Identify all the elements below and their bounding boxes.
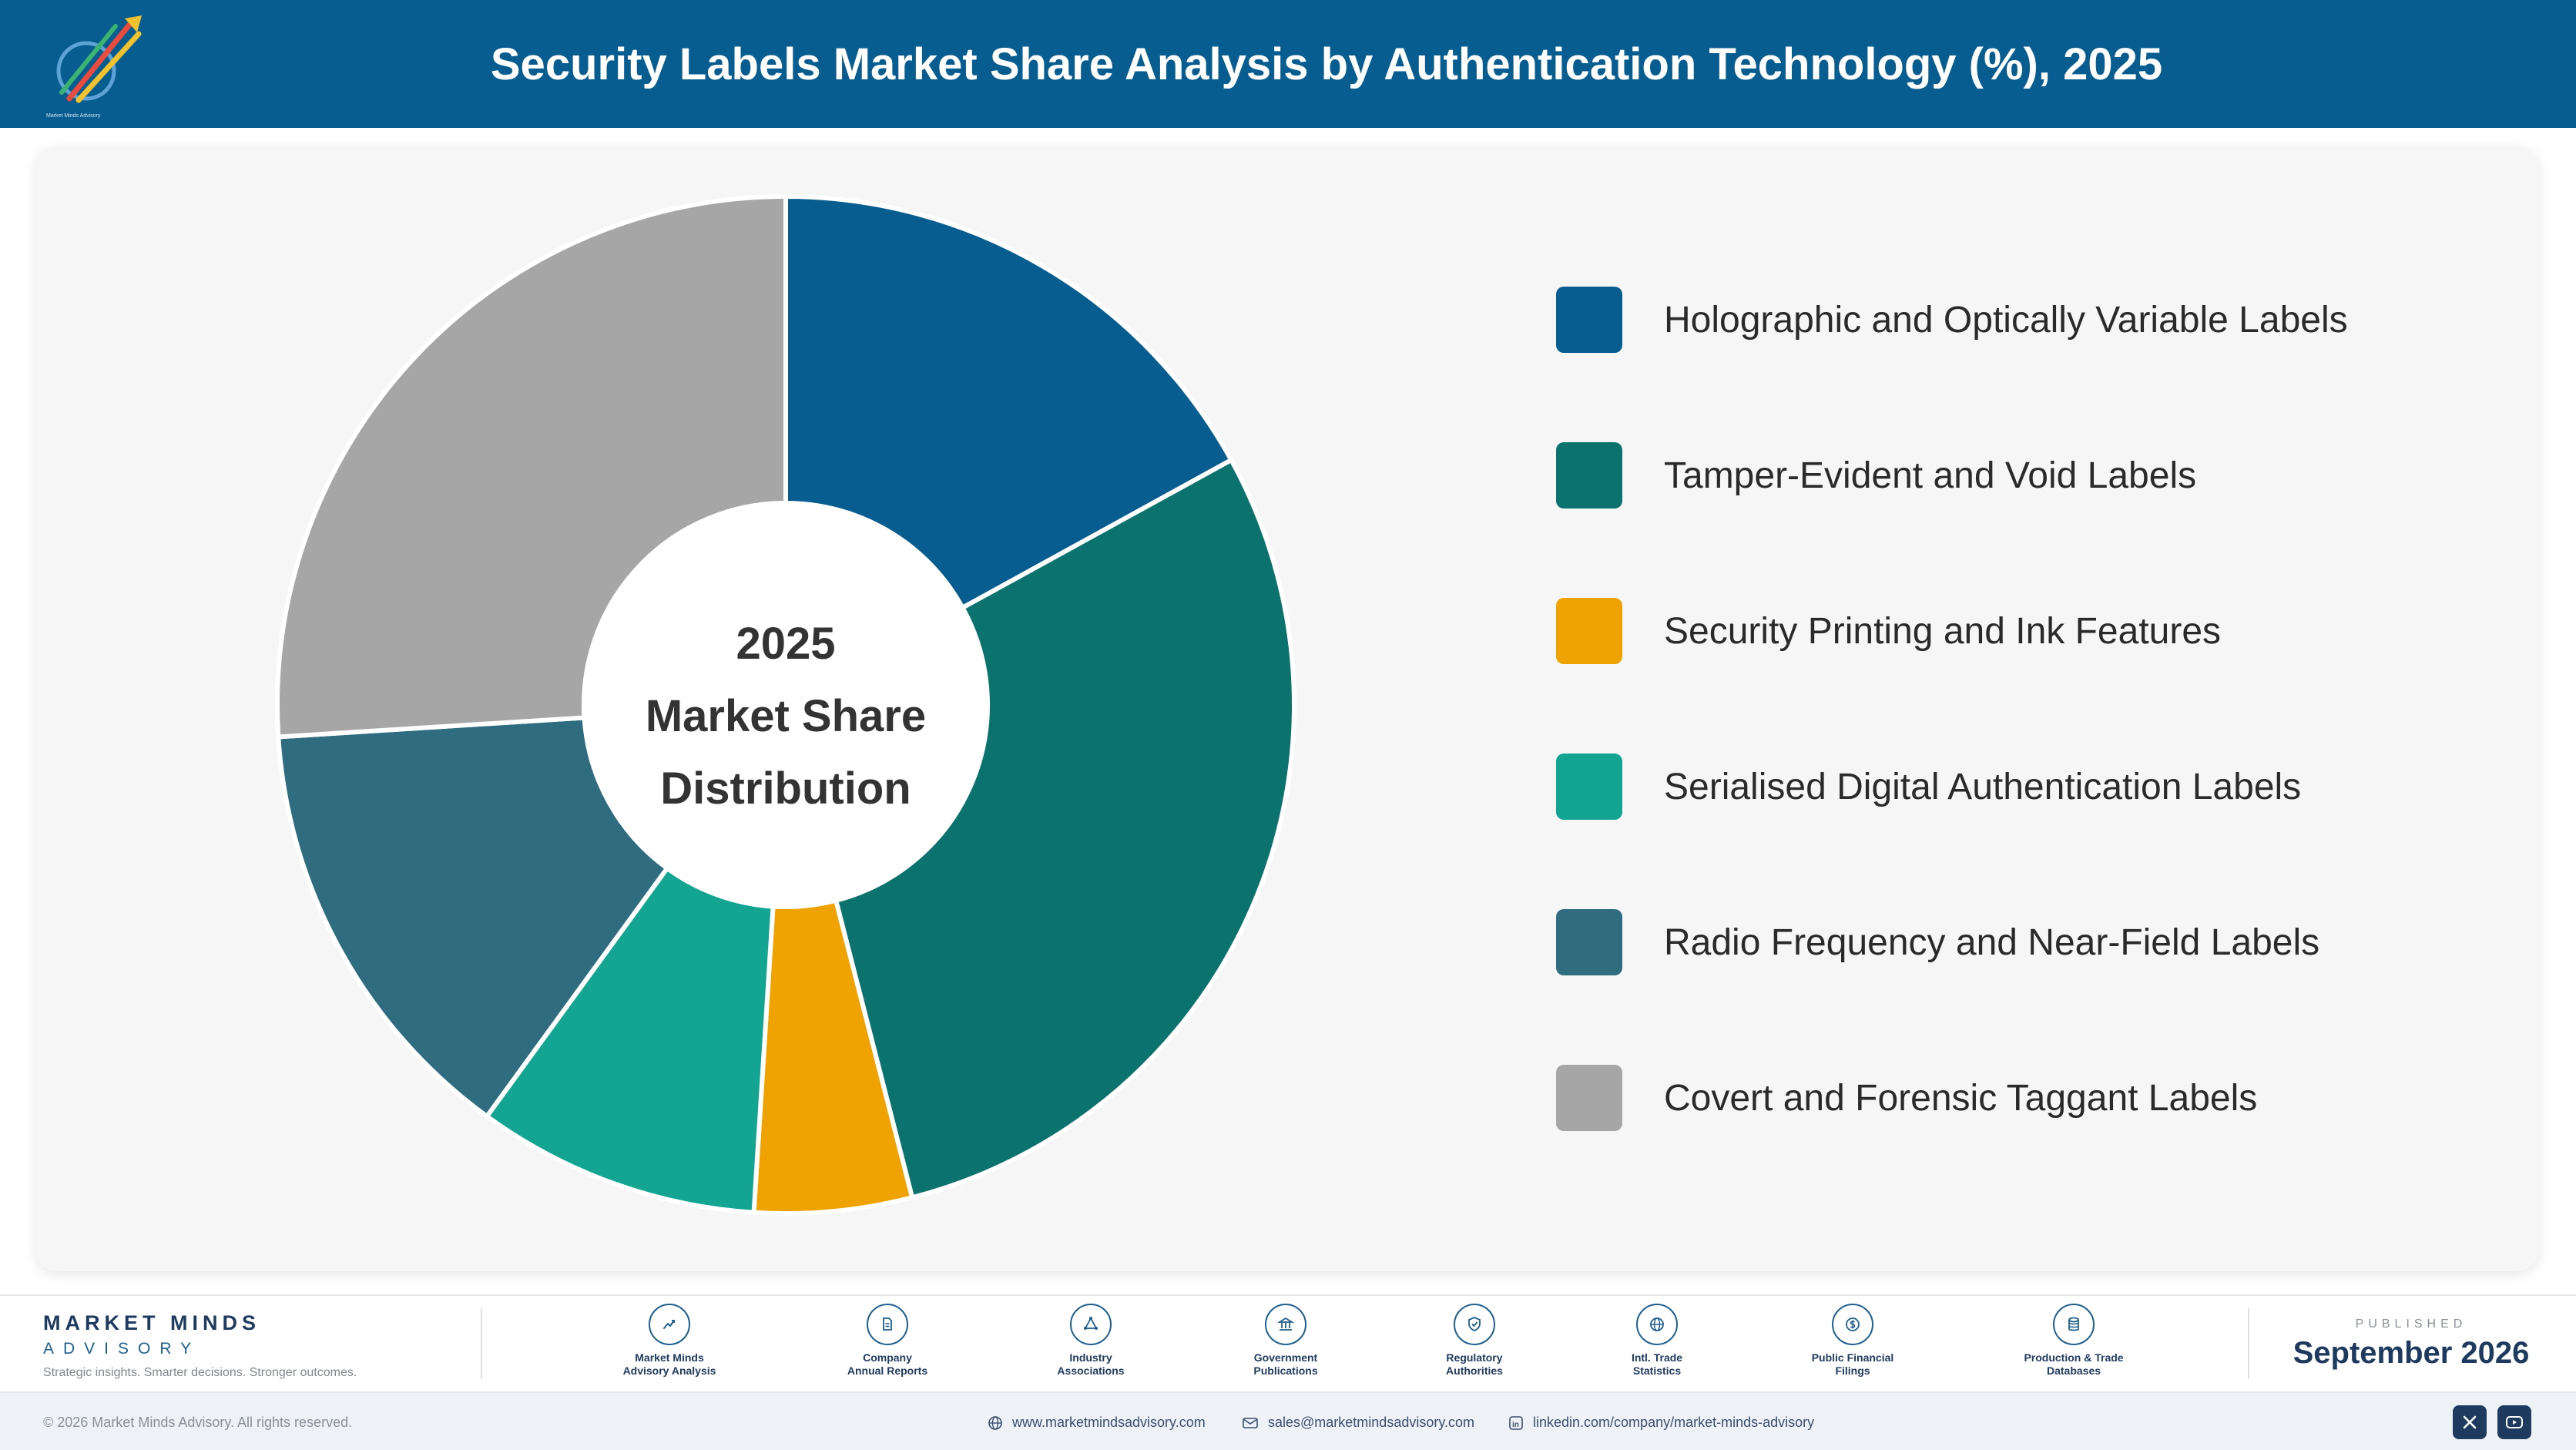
legend-swatch (1556, 287, 1622, 353)
source-label: Industry Associations (1057, 1351, 1125, 1377)
source-label: Intl. Trade Statistics (1631, 1351, 1683, 1377)
globe-icon (988, 1415, 1002, 1430)
donut-center-label: 2025 Market Share Distribution (585, 601, 986, 832)
email-link[interactable]: sales@marketmindsadvisory.com (1242, 1415, 1474, 1431)
website-link[interactable]: www.marketmindsadvisory.com (988, 1415, 1206, 1431)
footer: MARKET MINDS ADVISORY Strategic insights… (0, 1294, 2576, 1391)
center-label-line3: Distribution (660, 764, 911, 814)
logo-text: Market Minds Advisory (46, 113, 101, 119)
source-label: Regulatory Authorities (1446, 1351, 1503, 1377)
copyright-text: © 2026 Market Minds Advisory. All rights… (43, 1415, 353, 1430)
legend-swatch (1556, 442, 1622, 509)
legend-item: Serialised Digital Authentication Labels (1556, 752, 2519, 821)
source-item: Regulatory Authorities (1390, 1304, 1559, 1378)
legend-swatch (1556, 754, 1622, 820)
chart-line-icon (649, 1304, 690, 1345)
source-label: Market Minds Advisory Analysis (622, 1351, 716, 1377)
website-text: www.marketmindsadvisory.com (1012, 1415, 1206, 1430)
legend-item: Radio Frequency and Near-Field Labels (1556, 908, 2519, 977)
source-label: Company Annual Reports (847, 1351, 928, 1377)
legend-item: Covert and Forensic Taggant Labels (1556, 1063, 2519, 1133)
brand-tagline: Strategic insights. Smarter decisions. S… (43, 1366, 357, 1379)
youtube-icon (2506, 1416, 2523, 1428)
government-building-icon (1265, 1304, 1306, 1345)
brand-name: MARKET MINDS (43, 1311, 260, 1334)
brand-logo-icon: Market Minds Advisory (46, 15, 142, 119)
legend-swatch (1556, 909, 1622, 975)
source-item: Market Minds Advisory Analysis (585, 1304, 754, 1378)
footer-divider (481, 1308, 482, 1379)
bottom-bar: © 2026 Market Minds Advisory. All rights… (0, 1391, 2576, 1450)
shield-check-icon (1454, 1304, 1495, 1345)
source-item: Public Financial Filings (1768, 1304, 1937, 1378)
source-item: Industry Associations (1006, 1304, 1176, 1378)
center-label-line2: Market Share (645, 691, 927, 741)
linkedin-icon: in (1509, 1415, 1523, 1430)
source-item: Government Publications (1201, 1304, 1370, 1378)
footer-divider (2248, 1308, 2249, 1379)
published-label: PUBLISHED (2355, 1317, 2467, 1331)
published-date: September 2026 (2293, 1336, 2530, 1370)
database-icon (2053, 1304, 2095, 1345)
legend-label: Serialised Digital Authentication Labels (1664, 766, 2302, 807)
network-icon (1070, 1304, 1112, 1345)
header-bar: Market Minds Advisory Security Labels Ma… (0, 0, 2576, 128)
source-label: Public Financial Filings (1811, 1351, 1894, 1377)
donut-hole (584, 503, 988, 907)
brand-subtitle: ADVISORY (43, 1340, 201, 1358)
center-label-year: 2025 (736, 619, 836, 669)
globe-icon (1636, 1304, 1678, 1345)
source-item: Production & Trade Databases (1989, 1304, 2158, 1378)
legend-label: Holographic and Optically Variable Label… (1664, 299, 2348, 341)
x-social-button[interactable] (2453, 1405, 2487, 1439)
donut-chart (277, 196, 1294, 1214)
legend-swatch (1556, 1065, 1622, 1131)
svg-text:in: in (1512, 1421, 1519, 1429)
mail-icon (1243, 1417, 1258, 1428)
dollar-coin-icon (1832, 1304, 1873, 1345)
legend-swatch (1556, 598, 1622, 664)
source-item: Intl. Trade Statistics (1572, 1304, 1742, 1378)
page-title: Security Labels Market Share Analysis by… (490, 39, 2163, 89)
published-block: PUBLISHED September 2026 (2257, 1317, 2565, 1371)
email-text: sales@marketmindsadvisory.com (1268, 1415, 1475, 1430)
legend-item: Tamper-Evident and Void Labels (1556, 441, 2519, 510)
linkedin-text: linkedin.com/company/market-minds-adviso… (1533, 1415, 1815, 1430)
linkedin-link[interactable]: in linkedin.com/company/market-minds-adv… (1508, 1415, 1814, 1431)
legend-item: Holographic and Optically Variable Label… (1556, 285, 2519, 354)
youtube-social-button[interactable] (2497, 1405, 2531, 1439)
source-label: Government Publications (1253, 1351, 1318, 1377)
legend-item: Security Printing and Ink Features (1556, 596, 2519, 666)
legend-label: Covert and Forensic Taggant Labels (1664, 1077, 2258, 1119)
legend-label: Tamper-Evident and Void Labels (1664, 455, 2197, 496)
document-icon (867, 1304, 908, 1345)
legend-label: Security Printing and Ink Features (1664, 610, 2222, 652)
x-logo-icon (2463, 1415, 2477, 1429)
footer-brand: MARKET MINDS ADVISORY Strategic insights… (43, 1311, 357, 1380)
legend-label: Radio Frequency and Near-Field Labels (1664, 921, 2320, 963)
source-item: Company Annual Reports (803, 1304, 972, 1378)
source-label: Production & Trade Databases (2024, 1351, 2124, 1377)
